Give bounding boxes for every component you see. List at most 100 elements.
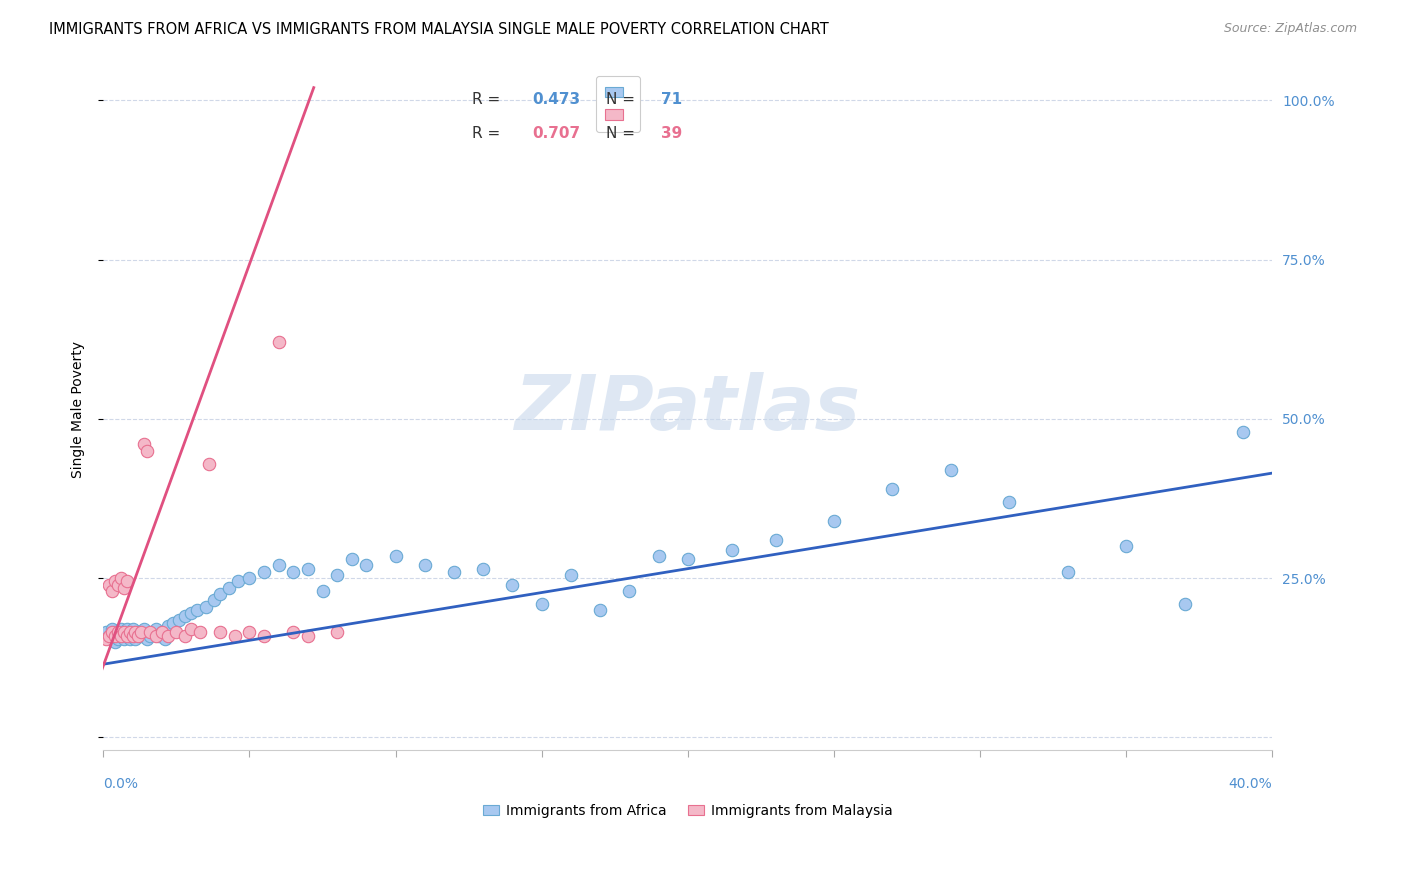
Point: [148, 628, 170, 642]
Point: [139, 625, 162, 640]
Text: R =: R =: [471, 126, 505, 141]
Point: [174, 628, 197, 642]
Point: [218, 581, 240, 595]
Point: [939, 463, 962, 477]
Point: [823, 514, 845, 528]
Point: [104, 574, 127, 589]
Point: [226, 574, 249, 589]
Point: [560, 568, 582, 582]
Point: [1115, 539, 1137, 553]
Point: [765, 533, 787, 547]
Point: [443, 565, 465, 579]
Point: [121, 628, 143, 642]
Point: [112, 632, 135, 646]
Point: [150, 625, 173, 640]
Text: N =: N =: [606, 126, 640, 141]
Point: [356, 558, 378, 573]
Point: [118, 628, 141, 642]
Point: [127, 625, 149, 640]
Point: [253, 628, 276, 642]
Point: [150, 625, 173, 640]
Point: [165, 625, 187, 640]
Point: [209, 625, 232, 640]
Point: [647, 549, 669, 563]
Point: [124, 628, 146, 642]
Point: [267, 335, 290, 350]
Point: [998, 494, 1021, 508]
Point: [530, 597, 553, 611]
Point: [139, 628, 162, 642]
Point: [145, 628, 167, 642]
Text: R =: R =: [471, 92, 505, 107]
Point: [107, 632, 129, 646]
Point: [188, 625, 211, 640]
Point: [134, 622, 156, 636]
Text: 39: 39: [661, 126, 682, 141]
Point: [101, 625, 124, 640]
Point: [194, 599, 217, 614]
Point: [129, 628, 152, 642]
Point: [180, 622, 202, 636]
Point: [136, 632, 159, 646]
Point: [115, 628, 138, 642]
Point: [209, 587, 232, 601]
Point: [267, 558, 290, 573]
Point: [1174, 597, 1197, 611]
Point: [326, 568, 349, 582]
Point: [297, 561, 319, 575]
Point: [174, 609, 197, 624]
Point: [169, 613, 191, 627]
Point: [118, 625, 141, 640]
Point: [238, 625, 260, 640]
Point: [1232, 425, 1254, 439]
Point: [112, 625, 135, 640]
Point: [180, 606, 202, 620]
Point: [101, 622, 124, 636]
Point: [153, 632, 176, 646]
Point: [124, 632, 146, 646]
Point: [101, 632, 124, 646]
Point: [136, 443, 159, 458]
Point: [156, 628, 179, 642]
Point: [384, 549, 406, 563]
Point: [472, 561, 495, 575]
Text: IMMIGRANTS FROM AFRICA VS IMMIGRANTS FROM MALAYSIA SINGLE MALE POVERTY CORRELATI: IMMIGRANTS FROM AFRICA VS IMMIGRANTS FRO…: [49, 22, 830, 37]
Y-axis label: Single Male Poverty: Single Male Poverty: [72, 341, 86, 478]
Point: [340, 552, 363, 566]
Text: ZIPatlas: ZIPatlas: [515, 372, 860, 446]
Point: [96, 625, 118, 640]
Point: [202, 593, 225, 607]
Point: [98, 577, 121, 591]
Point: [501, 577, 523, 591]
Point: [156, 619, 179, 633]
Text: 0.707: 0.707: [533, 126, 581, 141]
Point: [112, 581, 135, 595]
Point: [145, 622, 167, 636]
Point: [110, 571, 132, 585]
Point: [129, 625, 152, 640]
Text: 0.0%: 0.0%: [103, 778, 138, 791]
Point: [162, 615, 184, 630]
Point: [297, 628, 319, 642]
Point: [110, 622, 132, 636]
Point: [124, 625, 146, 640]
Point: [224, 628, 246, 642]
Point: [882, 482, 904, 496]
Text: N =: N =: [606, 92, 640, 107]
Point: [326, 625, 349, 640]
Point: [197, 457, 219, 471]
Point: [134, 437, 156, 451]
Point: [112, 625, 135, 640]
Text: Source: ZipAtlas.com: Source: ZipAtlas.com: [1223, 22, 1357, 36]
Point: [127, 628, 149, 642]
Point: [107, 628, 129, 642]
Point: [110, 628, 132, 642]
Point: [413, 558, 436, 573]
Point: [589, 603, 612, 617]
Text: 40.0%: 40.0%: [1229, 778, 1272, 791]
Point: [118, 632, 141, 646]
Point: [107, 577, 129, 591]
Point: [98, 628, 121, 642]
Point: [142, 625, 165, 640]
Point: [96, 632, 118, 646]
